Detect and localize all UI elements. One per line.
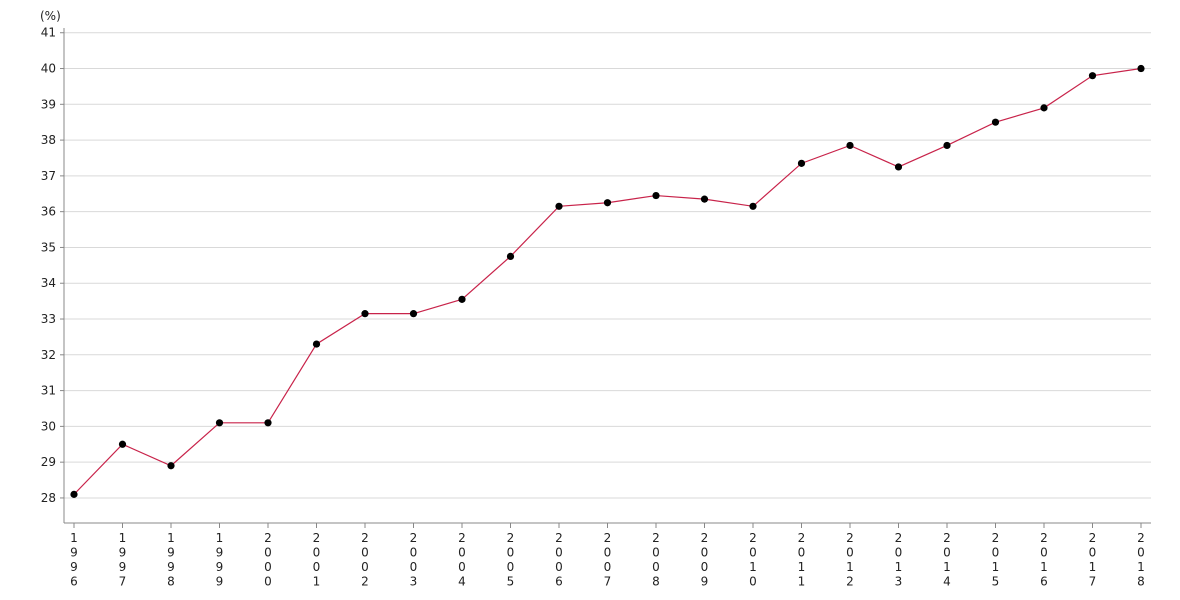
y-tick-label: 34 [41, 276, 56, 290]
data-point [603, 199, 612, 207]
y-tick-label: 33 [41, 312, 56, 326]
data-point [1040, 104, 1048, 112]
data-point [797, 159, 806, 167]
data-point [167, 462, 175, 470]
y-tick-label: 31 [41, 384, 56, 398]
data-point [312, 340, 321, 348]
data-point [700, 195, 709, 203]
data-point [70, 490, 78, 498]
data-point [118, 440, 127, 448]
data-point [991, 118, 1000, 126]
gridlines [64, 32, 1151, 499]
y-tick-label: 41 [41, 26, 56, 40]
data-point [555, 202, 563, 210]
axes [63, 28, 1151, 524]
series-line [73, 67, 1142, 495]
data-point [749, 202, 757, 210]
data-point [652, 191, 660, 200]
data-point [361, 310, 369, 318]
data-point [264, 419, 272, 427]
data-point [506, 252, 515, 260]
data-point [215, 419, 224, 427]
series [70, 64, 1145, 498]
y-axis-ticks: 28 29 30 31 32 33 34 35 36 37 38 39 40 41 [41, 26, 64, 505]
y-tick-label: 32 [41, 348, 56, 362]
y-tick-label: 38 [41, 133, 56, 147]
y-tick-label: 29 [41, 455, 56, 469]
data-point [409, 310, 418, 318]
y-tick-label: 35 [41, 240, 56, 254]
y-tick-label: 28 [41, 491, 56, 505]
data-point [846, 141, 854, 150]
y-tick-label: 36 [41, 205, 56, 219]
y-tick-label: 30 [41, 419, 56, 433]
y-tick-label: 39 [41, 97, 56, 111]
y-tick-label: 40 [41, 62, 56, 76]
data-point [1088, 72, 1097, 80]
x-axis-ticks: 1 9 9 6 1 9 9 7 1 9 9 8 1 9 9 9 2 0 0 0 2 0 0 1 2 0 0 2 2 0 0 3 2 0 0 4 2 0 0 5… [70, 523, 1145, 589]
data-point [943, 141, 951, 150]
data-point [1137, 64, 1145, 73]
data-point [458, 295, 466, 303]
y-tick-label: 37 [41, 169, 56, 183]
data-point [894, 163, 903, 171]
y-axis-unit-label: (%) [40, 9, 61, 23]
